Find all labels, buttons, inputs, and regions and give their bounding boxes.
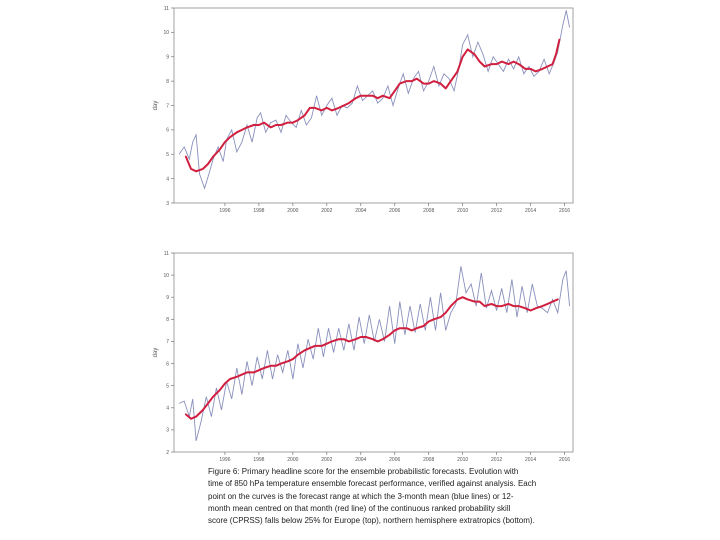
y-tick-label: 10: [163, 30, 169, 36]
x-tick-label: 1998: [253, 208, 264, 214]
y-tick-label: 9: [166, 55, 169, 61]
y-tick-label: 11: [164, 251, 169, 257]
x-tick-label: 1998: [253, 457, 264, 463]
x-tick-label: 2010: [457, 457, 468, 463]
y-tick-label: 3: [166, 201, 169, 207]
y-tick-label: 4: [166, 176, 169, 182]
y-tick-label: 5: [166, 383, 169, 389]
y-tick-label: 8: [166, 79, 169, 85]
y-tick-label: 6: [166, 128, 169, 134]
x-tick-label: 2014: [525, 208, 536, 214]
y-tick-label: 8: [166, 317, 169, 323]
y-tick-label: 2: [166, 450, 169, 456]
x-tick-label: 2016: [559, 457, 570, 463]
plot-frame: [173, 252, 574, 453]
series-line-12-month-mean: [184, 38, 561, 173]
x-tick-label: 2002: [321, 208, 332, 214]
caption-line: time of 850 hPa temperature ensemble for…: [208, 479, 537, 489]
y-tick-label: 4: [166, 406, 169, 412]
y-tick-label: 3: [166, 428, 169, 434]
x-tick-label: 2008: [423, 208, 434, 214]
y-tick-label: 9: [166, 295, 169, 301]
x-tick-label: 2012: [491, 457, 502, 463]
plot-frame: [173, 7, 574, 204]
x-tick-label: 1996: [219, 208, 230, 214]
y-tick-label: 10: [163, 273, 169, 279]
series-line-12-month-mean: [184, 296, 559, 420]
x-tick-label: 2006: [389, 457, 400, 463]
y-tick-label: 11: [164, 6, 169, 12]
figure-caption: Figure 6: Primary headline score for the…: [208, 466, 604, 527]
caption-line: point on the curves is the forecast rang…: [208, 491, 514, 501]
chart-northern-hemisphere-extratropics: 2 3 4 5 6 7 8 9 10 11 1996 1998 2000 2002 2004 2006 2008…: [153, 251, 574, 463]
x-tick-label: 2006: [389, 208, 400, 214]
x-tick-label: 2000: [287, 208, 298, 214]
y-tick-label: 5: [166, 152, 169, 158]
x-tick-label: 2004: [355, 208, 366, 214]
caption-line: Figure 6: Primary headline score for the…: [208, 467, 519, 476]
caption-line: score (CPRSS) falls below 25% for Europe…: [208, 516, 535, 526]
x-tick-label: 2004: [355, 457, 366, 463]
y-tick-label: 7: [166, 339, 169, 345]
y-tick-label: 7: [166, 103, 169, 109]
x-tick-label: 1996: [219, 457, 230, 463]
chart-europe: 3 4 5 6 7 8 9 10 11 1996 1998 2000 2002 2004 2006 2008 2…: [153, 6, 574, 214]
x-tick-label: 2014: [525, 457, 536, 463]
x-tick-label: 2012: [491, 208, 502, 214]
y-axis-label: day: [153, 101, 159, 111]
x-tick-label: 2016: [559, 208, 570, 214]
x-tick-label: 2008: [423, 457, 434, 463]
series-line-3-month-mean: [178, 266, 571, 442]
y-axis-label: day: [153, 348, 159, 358]
caption-line: month mean centred on that month (red li…: [208, 503, 511, 513]
y-tick-label: 6: [166, 361, 169, 367]
x-tick-label: 2010: [457, 208, 468, 214]
x-tick-label: 2000: [287, 457, 298, 463]
x-tick-label: 2002: [321, 457, 332, 463]
